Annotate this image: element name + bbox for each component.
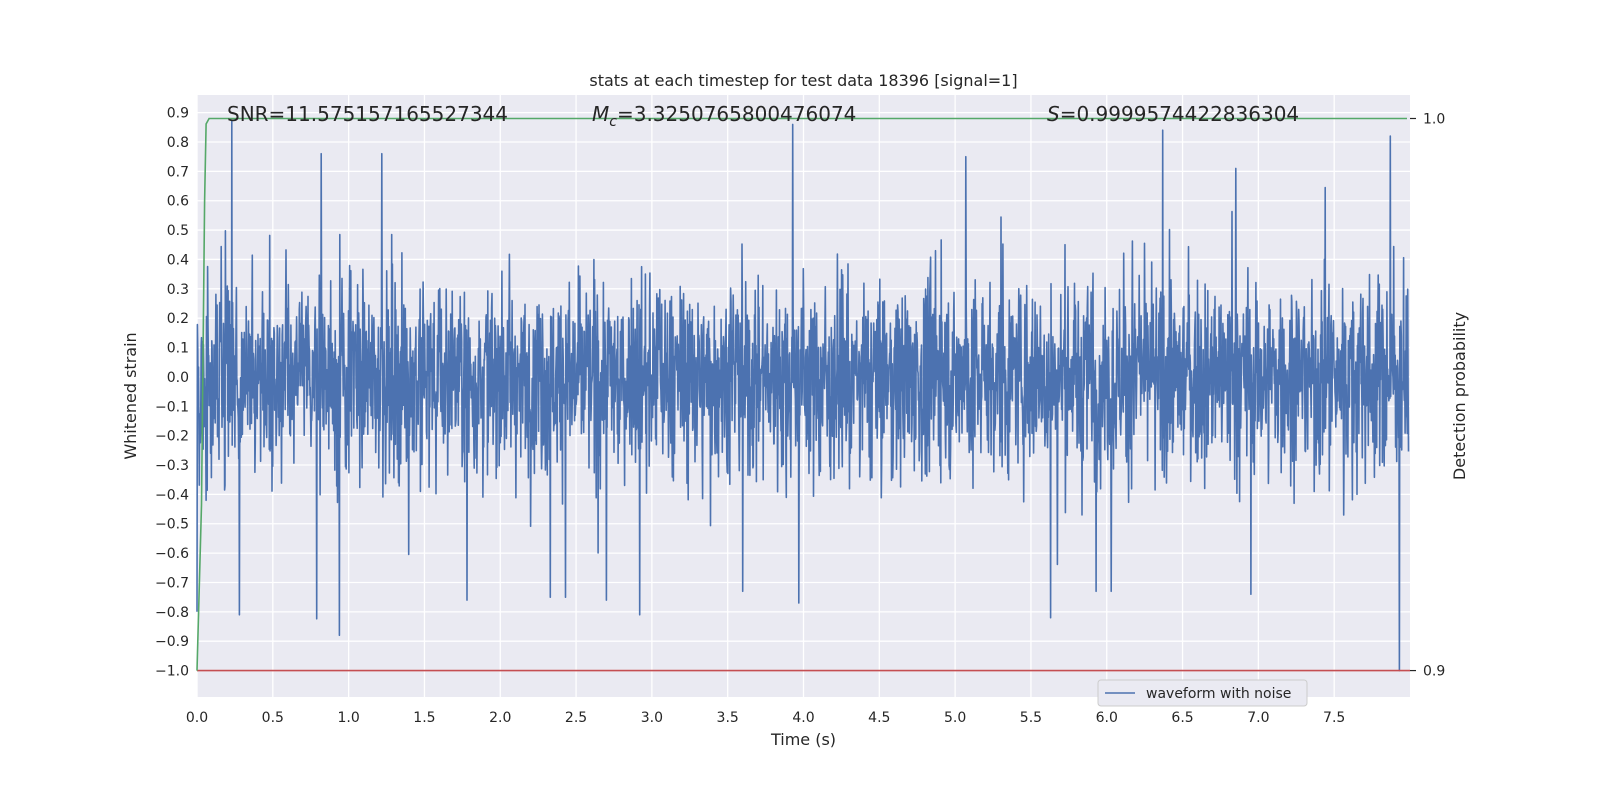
y-tick-label: 0.3 [167, 282, 189, 298]
x-tick-label: 4.5 [868, 710, 890, 726]
x-tick-label: 2.0 [489, 710, 511, 726]
x-tick-label: 7.0 [1247, 710, 1269, 726]
y-tick-label: −0.5 [155, 517, 189, 533]
y2-axis: 1.0 0.9 [1410, 111, 1445, 680]
x-tick-label: 7.5 [1323, 710, 1345, 726]
y-tick-label: 0.2 [167, 311, 189, 327]
x-tick-label: 1.5 [413, 710, 435, 726]
score-annotation: S=0.9999574422836304 [1047, 102, 1299, 126]
x-axis-label: Time (s) [770, 730, 836, 749]
legend-label-waveform: waveform with noise [1146, 686, 1291, 702]
y-tick-label: 0.7 [167, 164, 189, 180]
y-axis: 0.9 0.8 0.7 0.6 0.5 0.4 0.3 0.2 0.1 0.0 −0.1 −0.2 −0… [155, 106, 189, 680]
y-tick-label: −0.6 [155, 546, 189, 562]
x-tick-label: 5.0 [944, 710, 966, 726]
x-tick-label: 0.0 [186, 710, 208, 726]
y-tick-label: −0.2 [155, 429, 189, 445]
y-tick-label: 0.8 [167, 135, 189, 151]
chirp-mass-annotation: Mc=3.3250765800476074 [592, 102, 856, 130]
x-tick-label: 6.0 [1096, 710, 1118, 726]
series-layer [196, 117, 1410, 672]
y-tick-label: −0.3 [155, 458, 189, 474]
series-waveform-with-noise [196, 120, 1410, 672]
mc-symbol: M [592, 102, 609, 126]
s-symbol: S [1047, 102, 1060, 126]
snr-annotation: SNR=11.575157165527344 [227, 102, 508, 126]
x-tick-label: 2.5 [565, 710, 587, 726]
series-detection-probability [196, 117, 1407, 671]
y2-tick-label: 1.0 [1423, 111, 1445, 127]
chart-title: stats at each timestep for test data 183… [589, 71, 1017, 90]
legend: waveform with noise [1097, 679, 1308, 707]
y2-tick-label: 0.9 [1423, 664, 1445, 680]
x-tick-label: 3.0 [641, 710, 663, 726]
x-tick-label: 3.5 [717, 710, 739, 726]
x-tick-label: 5.5 [1020, 710, 1042, 726]
y-tick-label: 0.0 [167, 370, 189, 386]
x-tick-label: 6.5 [1171, 710, 1193, 726]
y-tick-label: 0.9 [167, 106, 189, 122]
mc-subscript: c [609, 114, 617, 130]
y-tick-label: 0.4 [167, 252, 189, 268]
legend-box [1097, 679, 1308, 707]
x-tick-label: 1.0 [337, 710, 359, 726]
x-tick-label: 0.5 [262, 710, 284, 726]
y-tick-label: −0.1 [155, 399, 189, 415]
y-tick-label: −0.8 [155, 605, 189, 621]
x-axis: 0.0 0.5 1.0 1.5 2.0 2.5 3.0 3.5 4.0 4.5 5.0 5.5 6.0 6… [186, 710, 1345, 726]
y-tick-label: −0.7 [155, 575, 189, 591]
y-tick-label: 0.6 [167, 194, 189, 210]
y2-axis-label: Detection probability [1450, 312, 1469, 480]
mc-value: =3.3250765800476074 [617, 102, 856, 126]
y-tick-label: −0.4 [155, 487, 189, 503]
y-tick-label: −0.9 [155, 634, 189, 650]
s-value: =0.9999574422836304 [1060, 102, 1299, 126]
x-tick-label: 4.0 [792, 710, 814, 726]
y-tick-label: 0.5 [167, 223, 189, 239]
y-tick-label: −1.0 [155, 664, 189, 680]
y-axis-label: Whitened strain [121, 332, 140, 459]
y-tick-label: 0.1 [167, 341, 189, 357]
